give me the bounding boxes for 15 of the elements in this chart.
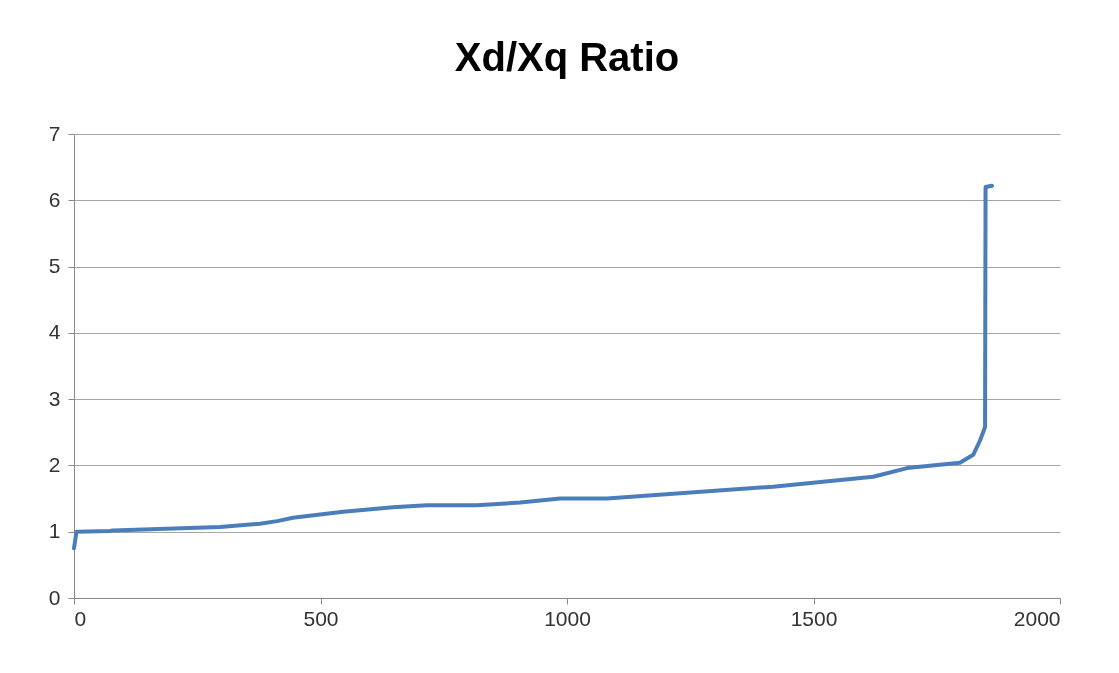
y-tick-label: 6 bbox=[48, 187, 61, 211]
y-tick-label: 1 bbox=[48, 519, 61, 543]
x-tick-label: 1000 bbox=[544, 606, 591, 630]
line-series bbox=[72, 183, 994, 551]
x-tick-label: 2000 bbox=[1013, 606, 1061, 630]
y-tick-label: 5 bbox=[48, 254, 61, 278]
y-tick-label: 3 bbox=[48, 386, 61, 410]
y-tick-label: 2 bbox=[48, 452, 61, 476]
x-tick-label: 1500 bbox=[790, 606, 838, 630]
x-tick-label: 0 bbox=[74, 606, 87, 630]
chart-title: Xd/Xq Ratio bbox=[454, 35, 680, 79]
y-tick-label: 4 bbox=[48, 320, 61, 344]
y-tick-label: 0 bbox=[48, 585, 61, 609]
x-tick-label: 500 bbox=[303, 606, 339, 630]
y-tick-label: 7 bbox=[48, 121, 61, 145]
